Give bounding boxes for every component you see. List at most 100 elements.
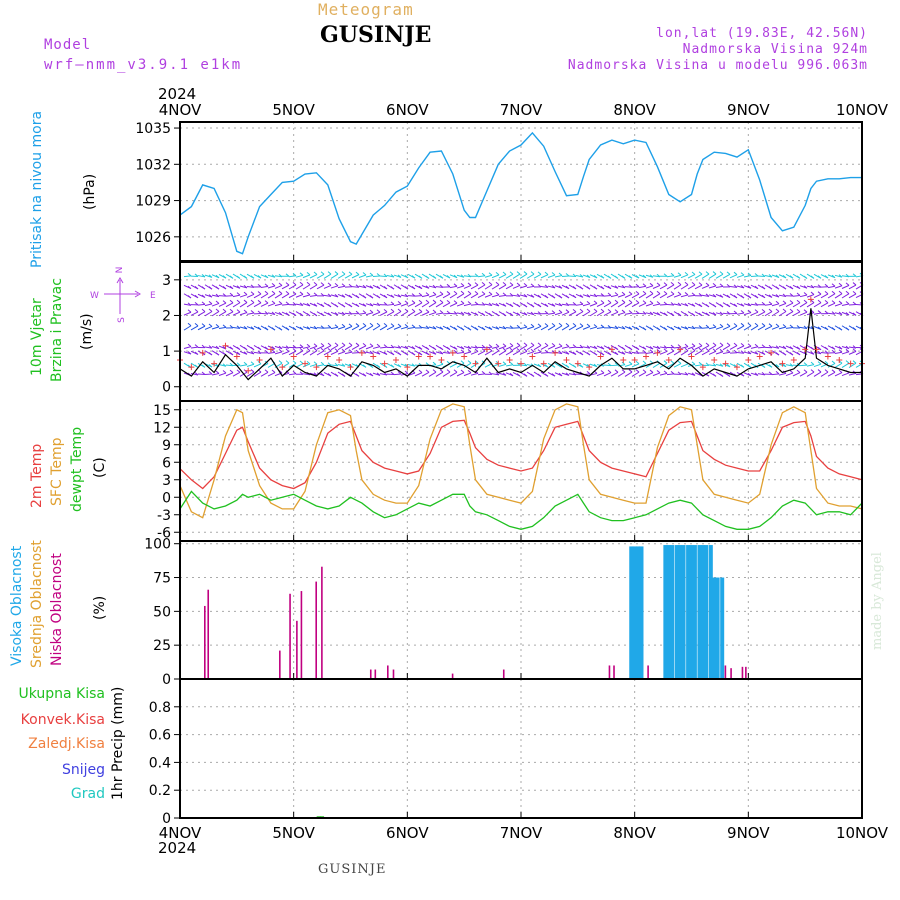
wind-arrow-head: [754, 372, 759, 376]
wind-arrow-head: [404, 286, 409, 290]
wind-arrow-head: [390, 308, 395, 313]
wind-arrow-head: [201, 323, 206, 327]
wind-arrow: [624, 286, 633, 288]
wind-arrow-head: [845, 301, 850, 305]
wind-arrow-head: [285, 360, 290, 364]
wind-arrow-head: [453, 369, 458, 373]
wind-arrow: [267, 312, 276, 315]
wind-gust-marker: [677, 346, 684, 353]
wind-arrow-head: [565, 351, 570, 355]
wind-arrow-head: [313, 292, 318, 296]
wind-arrow: [652, 372, 661, 377]
wind-arrow-head: [516, 312, 521, 316]
wind-arrow-head: [593, 324, 598, 328]
wind-arrow-head: [355, 373, 360, 377]
wind-arrow-head: [334, 282, 339, 287]
wind-arrow-head: [369, 364, 374, 368]
wind-arrow: [351, 345, 360, 350]
wind-arrow: [848, 346, 857, 349]
wind-arrow-head: [824, 350, 829, 354]
wind-arrow: [666, 275, 675, 278]
wind-arrow-head: [691, 282, 696, 286]
wind-arrow-head: [460, 369, 465, 373]
wind-arrow-head: [544, 342, 549, 346]
wind-arrow: [379, 311, 388, 316]
wind-gust-marker: [245, 367, 252, 374]
y-tick-label: 12: [153, 420, 171, 436]
wind-arrow-head: [754, 351, 759, 355]
wind-arrow-head: [754, 309, 759, 313]
wind-arrow-head: [691, 325, 696, 330]
wind-arrow: [834, 285, 843, 289]
wind-arrow-head: [642, 369, 647, 373]
wind-arrow-head: [320, 303, 325, 308]
wind-arrow-head: [761, 294, 766, 299]
wind-arrow-head: [201, 286, 206, 290]
wind-arrow: [834, 312, 843, 316]
wind-arrow-head: [453, 311, 458, 315]
wind-arrow-head: [579, 301, 584, 305]
wind-arrow-head: [761, 273, 766, 277]
wind-arrow-head: [453, 283, 458, 287]
wind-arrow: [561, 346, 570, 349]
wind-arrow: [694, 364, 703, 367]
wind-arrow-head: [299, 312, 304, 317]
wind-arrow: [337, 344, 346, 351]
wind-gust-marker: [472, 360, 479, 367]
wind-arrow-head: [831, 300, 836, 304]
wind-arrow-head: [852, 273, 857, 277]
wind-arrow-head: [817, 326, 822, 330]
wind-arrow-head: [586, 371, 591, 375]
wind-arrow-head: [411, 300, 416, 304]
wind-arrow: [519, 285, 528, 289]
wind-arrow-head: [229, 324, 234, 329]
wind-arrow: [757, 373, 766, 376]
wind-arrow-head: [439, 299, 444, 304]
y-tick-label: 3: [162, 273, 171, 289]
wind-arrow: [491, 294, 500, 298]
wind-arrow: [295, 363, 304, 368]
wind-arrow: [743, 312, 752, 316]
wind-arrow-head: [446, 326, 451, 331]
wind-arrow-head: [390, 286, 395, 290]
wind-arrow-head: [208, 371, 213, 375]
wind-arrow-head: [257, 346, 262, 351]
wind-arrow-head: [313, 312, 318, 317]
wind-arrow-head: [194, 351, 199, 355]
wind-arrow-head: [229, 308, 234, 313]
wind-arrow-head: [726, 323, 731, 327]
wind-arrow-head: [586, 352, 591, 356]
wind-arrow-head: [726, 349, 731, 353]
wind-arrow-head: [845, 345, 850, 349]
wind-arrow-head: [565, 273, 570, 277]
wind-arrow: [519, 273, 528, 279]
wind-arrow-head: [474, 301, 479, 305]
wind-arrow-head: [369, 309, 374, 314]
wind-arrow-head: [208, 301, 213, 305]
wind-arrow-head: [551, 310, 556, 314]
wind-arrow-head: [593, 308, 598, 312]
bottom-date-label: 8NOV: [613, 824, 656, 842]
wind-arrow: [722, 312, 731, 315]
wind-gust-marker: [461, 353, 468, 360]
wind-arrow: [540, 325, 549, 331]
wind-gust-marker: [597, 353, 604, 360]
wind-arrow-head: [572, 323, 577, 327]
wind-arrow: [211, 311, 220, 317]
wind-arrow: [470, 303, 479, 306]
wind-arrow: [302, 346, 311, 349]
wind-arrow: [484, 294, 493, 298]
wind-arrow: [624, 312, 633, 315]
wind-arrow: [624, 351, 633, 355]
wind-arrow-head: [558, 272, 563, 276]
wind-arrow-head: [635, 360, 640, 365]
wind-arrow: [554, 351, 563, 355]
wind-arrow-head: [579, 344, 584, 349]
wind-arrow: [813, 312, 822, 315]
wind-arrow-head: [838, 274, 843, 278]
wind-arrow: [687, 350, 696, 356]
wind-arrow: [484, 350, 493, 356]
wind-arrow: [659, 284, 668, 290]
wind-arrow: [666, 284, 675, 290]
wind-arrow-head: [460, 311, 465, 315]
